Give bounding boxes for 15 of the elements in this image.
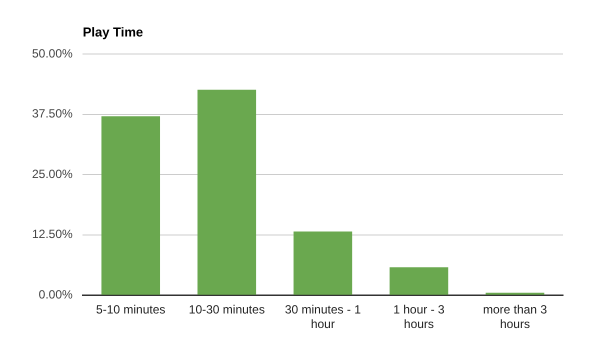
bar	[390, 267, 448, 295]
y-tick-label: 0.00%	[38, 288, 74, 302]
bar	[294, 232, 352, 295]
x-tick-label: 1 hour - 3 hours	[393, 302, 445, 332]
chart-title: Play Time	[82, 24, 144, 40]
x-tick-label: 30 minutes - 1 hour	[284, 302, 362, 332]
x-tick-label: 10-30 minutes	[188, 302, 265, 317]
y-tick-label: 12.50%	[32, 227, 74, 242]
x-tick-label: 5-10 minutes	[96, 302, 166, 317]
x-tick-label: more than 3 hours	[482, 302, 548, 332]
bar	[101, 116, 160, 295]
bar	[197, 90, 256, 295]
y-tick-label: 50.00%	[32, 46, 74, 60]
y-tick-label: 37.50%	[32, 106, 74, 121]
y-tick-label: 25.00%	[32, 166, 74, 181]
